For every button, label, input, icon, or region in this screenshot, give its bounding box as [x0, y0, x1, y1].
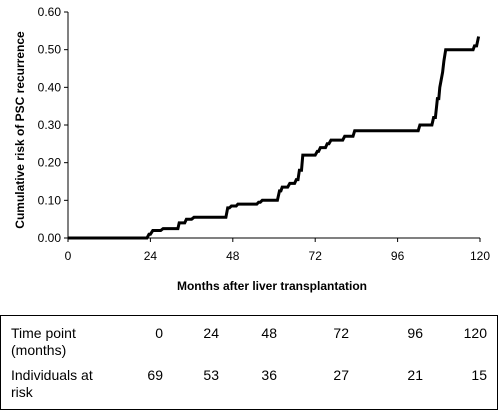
time-point-cell: 120	[463, 325, 487, 341]
y-axis: 0.00 0.10 0.20 0.30 0.40 0.50 0.60	[38, 5, 69, 245]
at-risk-cell: 53	[203, 367, 219, 383]
x-tick-label: 0	[65, 249, 72, 263]
time-point-label: Time point (months)	[1, 325, 131, 367]
x-axis: 0 24 48 72 96 120	[65, 237, 490, 263]
y-tick-label: 0.50	[38, 43, 62, 57]
time-point-row: Time point (months) 0 24 48 72 96 120	[1, 325, 497, 367]
time-point-cell: 72	[333, 325, 349, 341]
x-tick-label: 24	[144, 249, 158, 263]
y-tick-label: 0.00	[38, 231, 62, 245]
cumulative-risk-line	[68, 36, 481, 240]
y-axis-title: Cumulative risk of PSC recurrence	[13, 31, 27, 229]
at-risk-cell: 21	[407, 367, 423, 383]
time-point-cell: 0	[155, 325, 163, 341]
x-tick-label: 48	[226, 249, 240, 263]
x-tick-label: 120	[470, 249, 490, 263]
y-tick-label: 0.20	[38, 156, 62, 170]
at-risk-cell: 69	[147, 367, 163, 383]
y-tick-label: 0.10	[38, 193, 62, 207]
at-risk-label-line: risk	[11, 384, 33, 400]
time-point-cell: 48	[261, 325, 277, 341]
time-point-label-line: Time point	[11, 325, 76, 341]
time-point-label-line: (months)	[11, 342, 67, 358]
number-at-risk-table: Time point (months) 0 24 48 72 96 120 In…	[0, 315, 498, 410]
at-risk-cell: 15	[471, 367, 487, 383]
y-tick-label: 0.40	[38, 80, 62, 94]
at-risk-cell: 27	[333, 367, 349, 383]
at-risk-label-line: Individuals at	[11, 367, 93, 383]
time-point-cell: 96	[407, 325, 423, 341]
at-risk-cell: 36	[261, 367, 277, 383]
x-tick-label: 96	[391, 249, 405, 263]
time-point-cell: 24	[203, 325, 219, 341]
at-risk-label: Individuals at risk	[1, 367, 131, 409]
x-tick-label: 72	[309, 249, 323, 263]
at-risk-row: Individuals at risk 69 53 36 27 21 15	[1, 367, 497, 409]
series-group	[68, 36, 481, 240]
y-tick-label: 0.60	[38, 5, 62, 19]
km-chart: 0.00 0.10 0.20 0.30 0.40 0.50 0.60 0 24 48 72 96 12…	[13, 5, 490, 293]
x-axis-title: Months after liver transplantation	[177, 279, 367, 293]
y-tick-label: 0.30	[38, 118, 62, 132]
